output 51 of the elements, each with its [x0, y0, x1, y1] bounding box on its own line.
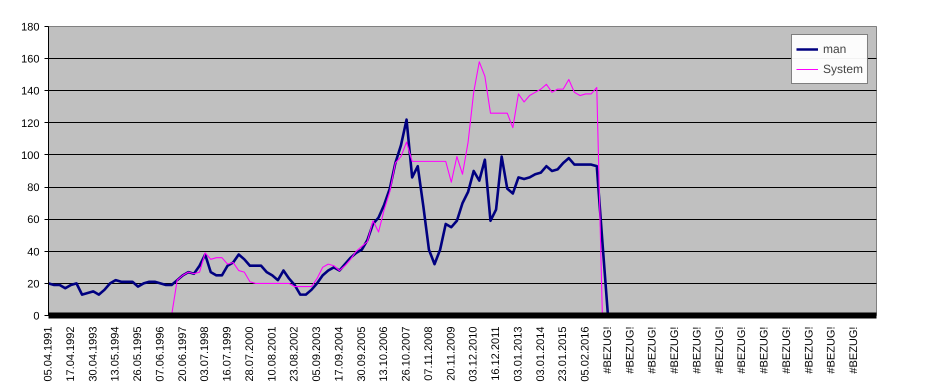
- x-tick-label: 07.06.1996: [154, 326, 166, 382]
- legend-label: System: [822, 62, 863, 76]
- x-tick-label: 07.11.2008: [422, 326, 435, 381]
- x-tick-label: 16.07.1999: [222, 326, 234, 382]
- x-tick-label: #BEZUG!: [758, 326, 771, 374]
- x-tick-label: 05.09.2003: [311, 326, 324, 382]
- y-tick-label: 40: [27, 246, 40, 258]
- x-tick-label: 03.07.1998: [199, 326, 212, 382]
- x-tick-label: #BEZUG!: [624, 326, 636, 374]
- x-tick-label: 03.01.2013: [512, 326, 524, 382]
- x-tick-label: 10.08.2001: [266, 326, 278, 382]
- x-tick-label: 30.04.1993: [87, 326, 100, 382]
- x-tick-label: #BEZUG!: [826, 326, 838, 374]
- y-tick-label: 20: [27, 278, 40, 290]
- line-series: [48, 118, 610, 316]
- x-tick-label: #BEZUG!: [714, 326, 726, 374]
- y-tick-label: 160: [21, 54, 40, 66]
- x-tick-label: #BEZUG!: [602, 326, 614, 374]
- x-tick-label: 03.12.2010: [468, 326, 480, 382]
- x-tick-label: 23.01.2015: [557, 326, 570, 382]
- x-tick-label: 20.11.2009: [445, 326, 458, 381]
- x-tick-label: 17.09.2004: [333, 326, 346, 382]
- x-tick-label: 16.12.2011: [490, 326, 502, 381]
- x-tick-label: #BEZUG!: [646, 326, 659, 374]
- x-tick-label: #BEZUG!: [803, 326, 816, 374]
- line-series: [171, 61, 603, 316]
- y-tick-label: 0: [33, 310, 40, 322]
- x-tick-label: 13.10.2006: [378, 326, 390, 382]
- x-tick-label: #BEZUG!: [736, 326, 748, 374]
- x-tick-label: 05.04.1991: [42, 326, 54, 382]
- y-tick-label: 140: [21, 86, 40, 98]
- x-tick-label: #BEZUG!: [780, 326, 793, 374]
- x-tick-label: 17.04.1992: [64, 326, 77, 382]
- y-tick-label: 60: [27, 214, 40, 226]
- x-tick-label: 20.06.1997: [176, 326, 189, 382]
- y-tick-label: 120: [21, 118, 40, 130]
- legend-label: man: [822, 42, 846, 56]
- x-tick-label: 28.07.2000: [244, 326, 256, 382]
- x-tick-label: 05.02.2016: [580, 326, 592, 382]
- x-tick-label: #BEZUG!: [848, 326, 860, 374]
- x-tick-label: 13.05.1994: [110, 326, 122, 382]
- x-tick-label: 03.01.2014: [534, 326, 547, 382]
- y-tick-label: 80: [27, 182, 40, 194]
- y-tick-label: 180: [21, 22, 40, 34]
- x-tick-label: #BEZUG!: [691, 326, 704, 374]
- y-tick-label: 100: [21, 150, 40, 162]
- x-tick-label: 23.08.2002: [288, 326, 301, 382]
- x-tick-label: 30.09.2005: [356, 326, 368, 382]
- x-tick-label: #BEZUG!: [669, 326, 682, 374]
- x-tick-label: 26.10.2007: [400, 326, 413, 382]
- x-tick-label: 26.05.1995: [132, 326, 144, 382]
